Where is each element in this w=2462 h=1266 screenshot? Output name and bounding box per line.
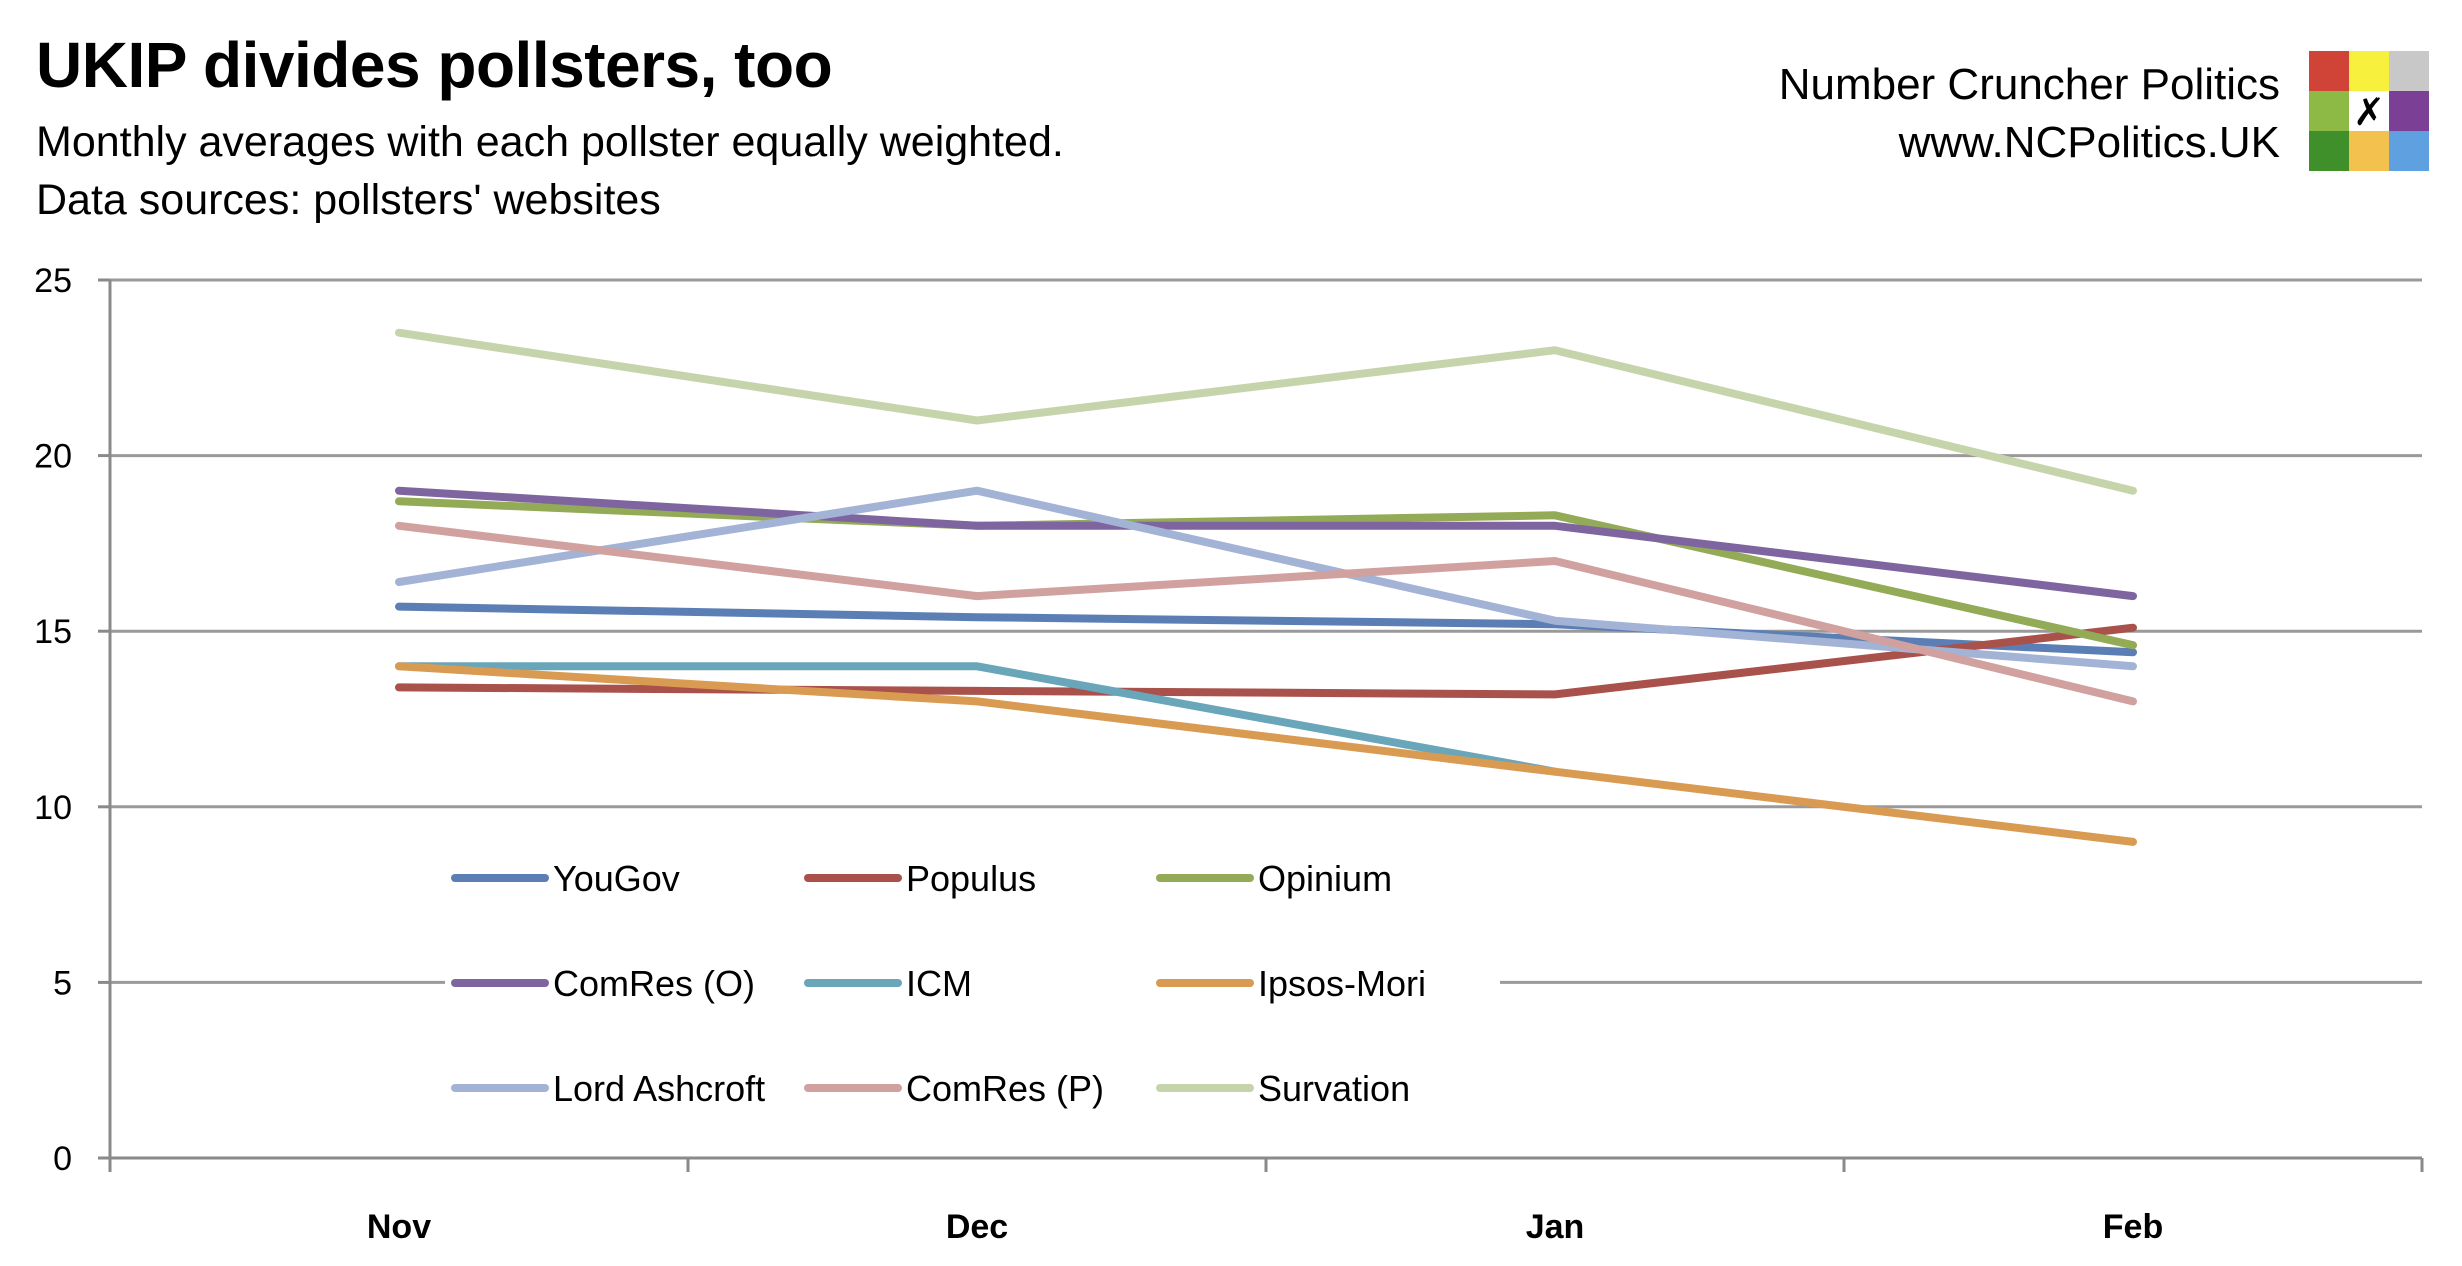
legend-label: ICM <box>906 963 972 1004</box>
x-tick-labels: Nov Dec Jan Feb <box>367 1208 2163 1246</box>
legend-label: Survation <box>1258 1068 1410 1109</box>
x-tick-label: Nov <box>367 1208 431 1246</box>
legend-label: Lord Ashcroft <box>553 1068 765 1109</box>
chart-subtitle: Monthly averages with each pollster equa… <box>36 118 1064 166</box>
series-line <box>395 602 2137 657</box>
y-tick-label: 20 <box>34 438 72 476</box>
logo-tile <box>2309 131 2349 171</box>
legend-label: ComRes (O) <box>553 963 755 1004</box>
logo-tile <box>2349 131 2389 171</box>
brand-name: Number Cruncher Politics <box>1778 60 2280 109</box>
legend-label: Ipsos-Mori <box>1258 963 1426 1004</box>
y-tick-label: 15 <box>34 613 72 651</box>
logo-tile <box>2309 51 2349 91</box>
brand-block: Number Cruncher Politics www.NCPolitics.… <box>1779 56 2280 172</box>
logo-tile <box>2349 51 2389 91</box>
legend-label: ComRes (P) <box>906 1068 1104 1109</box>
y-tick-label: 0 <box>53 1140 72 1178</box>
logo-tile <box>2389 51 2429 91</box>
series-lines <box>395 328 2137 846</box>
legend-label: Populus <box>906 858 1036 899</box>
logo-tile <box>2309 91 2349 131</box>
legend: YouGov Populus Opinium ComRes (O) ICM Ipsos-M… <box>445 835 1500 1125</box>
legend-background <box>445 835 1500 1125</box>
brand-url: www.NCPolitics.UK <box>1898 118 2280 167</box>
y-tick-label: 25 <box>34 262 72 300</box>
y-tick-label: 5 <box>53 964 72 1002</box>
logo-cross-mark: ✗ <box>2353 90 2385 134</box>
series-line <box>395 662 2137 846</box>
logo-tile <box>2389 91 2429 131</box>
ncpolitics-logo: ✗ <box>2309 51 2429 171</box>
x-tick-label: Jan <box>1526 1208 1585 1246</box>
series-line <box>395 328 2137 495</box>
legend-label: Opinium <box>1258 858 1392 899</box>
series-line <box>395 662 1559 776</box>
series-line <box>395 486 2137 671</box>
x-tick-label: Feb <box>2103 1208 2163 1246</box>
data-source-note: Data sources: pollsters' websites <box>36 176 661 224</box>
logo-tile <box>2389 131 2429 171</box>
series-line <box>395 497 2137 650</box>
logo-tile <box>2349 91 2389 131</box>
series-line <box>395 521 2137 706</box>
y-tick-labels: 0 5 10 15 20 25 <box>34 262 72 1178</box>
series-line <box>395 486 2137 601</box>
legend-label: YouGov <box>553 858 680 899</box>
y-tick-label: 10 <box>34 789 72 827</box>
series-line <box>395 623 2137 699</box>
axes <box>98 278 2424 1172</box>
x-tick-label: Dec <box>946 1208 1008 1246</box>
chart-title: UKIP divides pollsters, too <box>36 29 833 101</box>
